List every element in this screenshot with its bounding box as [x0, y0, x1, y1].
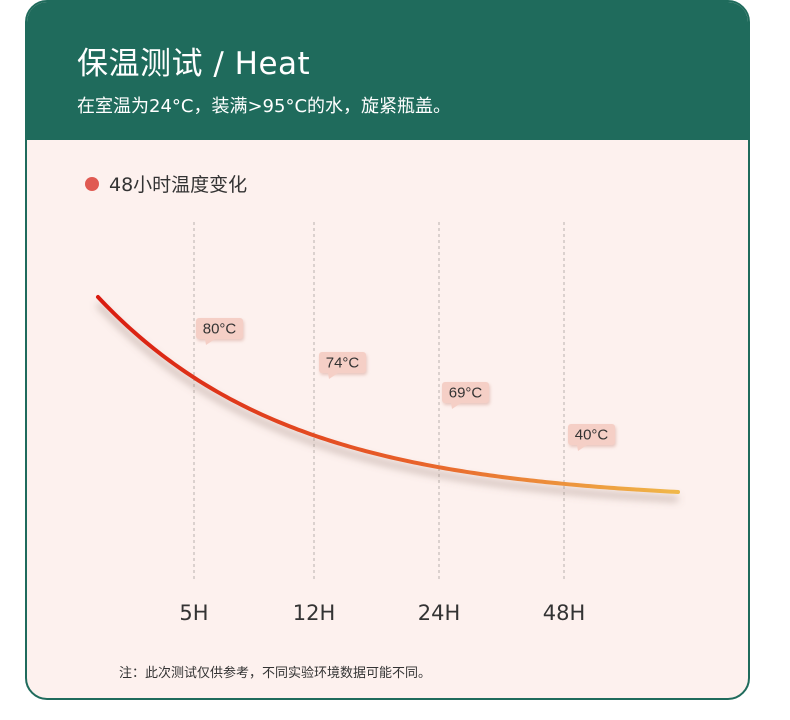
legend-label: 48小时温度变化	[109, 174, 248, 196]
x-tick-label: 24H	[418, 601, 461, 625]
data-label-text: 40°C	[575, 427, 609, 444]
x-tick-label: 5H	[179, 601, 208, 625]
data-label-5h: 80°C	[196, 318, 244, 345]
data-label-pointer	[451, 403, 461, 409]
data-label-text: 69°C	[449, 385, 483, 402]
series-line	[96, 295, 680, 494]
data-label-pointer	[328, 373, 338, 379]
page-title: 保温测试 / Heat	[77, 46, 311, 82]
data-label-48h: 40°C	[568, 424, 616, 451]
header-banner: 保温测试 / Heat 在室温为24°C，装满>95°C的水，旋紧瓶盖。	[27, 2, 748, 140]
data-label-text: 80°C	[203, 321, 237, 338]
x-tick-label: 12H	[293, 601, 336, 625]
heat-test-card: 保温测试 / Heat 在室温为24°C，装满>95°C的水，旋紧瓶盖。 48小…	[25, 0, 750, 700]
data-label-box	[568, 424, 615, 445]
data-label-box	[196, 318, 243, 339]
data-label-box	[442, 382, 489, 403]
series-line-shadow	[96, 302, 679, 502]
data-label-box	[319, 352, 366, 373]
data-label-text: 74°C	[326, 355, 360, 372]
data-label-12h: 74°C	[319, 352, 367, 379]
x-tick-label: 48H	[543, 601, 586, 625]
data-label-24h: 69°C	[442, 382, 490, 409]
chart-legend: 48小时温度变化	[85, 170, 247, 197]
legend-dot-icon	[85, 176, 99, 191]
disclaimer-note: 注：此次测试仅供参考，不同实验环境数据可能不同。	[119, 666, 432, 681]
data-label-pointer	[577, 445, 587, 451]
page-subtitle: 在室温为24°C，装满>95°C的水，旋紧瓶盖。	[77, 96, 452, 117]
data-label-pointer	[205, 339, 215, 345]
